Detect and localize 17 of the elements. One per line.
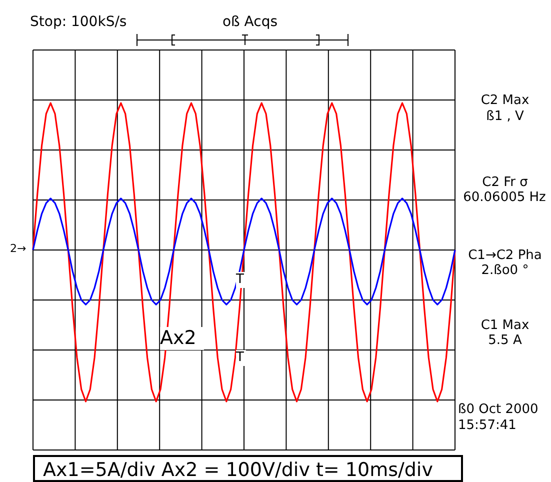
annotation: Ax2 (160, 327, 204, 350)
text: C2 Max (480, 93, 530, 109)
text: C2 Fr σ (481, 175, 529, 191)
text: 5.5 A (487, 333, 523, 349)
text: Stop: 100kS/s (30, 14, 128, 31)
annotation: T (236, 350, 246, 366)
text: Ax1=5A/div Ax2 = 100V/div t= 10ms/div (33, 455, 463, 482)
text: C1 Max (480, 318, 530, 334)
text: ß1 , V (485, 109, 525, 125)
annotation: T (236, 272, 246, 288)
text: C1→C2 Pha (467, 248, 543, 264)
text: 15:57:41 (458, 418, 518, 434)
text: 60.06005 Hz (462, 190, 547, 206)
text: oß Acqs (221, 14, 279, 31)
text: 2→ (10, 242, 28, 256)
text: ß0 Oct 2000 (458, 402, 540, 418)
text: 2.ßo0 ° (480, 263, 530, 279)
